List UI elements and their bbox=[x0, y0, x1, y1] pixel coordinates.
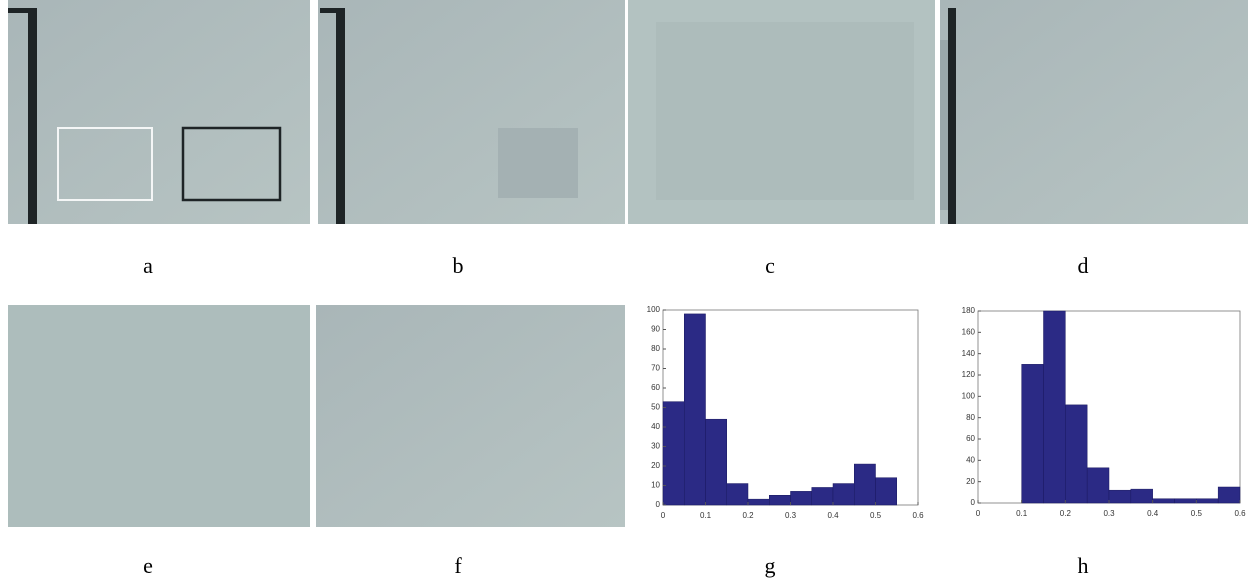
histogram-bar bbox=[1152, 498, 1175, 504]
y-tick-label: 60 bbox=[966, 434, 975, 443]
y-tick-label: 160 bbox=[962, 327, 976, 336]
x-tick-label: 0.6 bbox=[912, 511, 924, 520]
y-tick-label: 90 bbox=[651, 325, 660, 334]
histogram-bar bbox=[684, 313, 706, 506]
panel-label: a bbox=[143, 253, 153, 278]
x-tick-label: 0.2 bbox=[1060, 509, 1072, 518]
x-tick-label: 0.1 bbox=[1016, 509, 1028, 518]
y-tick-label: 60 bbox=[651, 383, 660, 392]
histogram-bar bbox=[1065, 404, 1088, 504]
panel-f-image bbox=[316, 305, 625, 527]
y-tick-label: 20 bbox=[966, 477, 975, 486]
panel-label: d bbox=[1078, 253, 1089, 278]
y-tick-label: 40 bbox=[966, 455, 975, 464]
x-tick-label: 0.4 bbox=[827, 511, 839, 520]
panel-label: b bbox=[453, 253, 464, 278]
y-tick-label: 80 bbox=[651, 344, 660, 353]
x-tick-label: 0.1 bbox=[700, 511, 712, 520]
histogram-bar bbox=[726, 483, 749, 506]
histogram-bar bbox=[1108, 489, 1132, 504]
x-tick-label: 0.5 bbox=[1191, 509, 1203, 518]
y-tick-label: 0 bbox=[656, 500, 661, 509]
y-tick-label: 120 bbox=[962, 370, 976, 379]
histogram-bar bbox=[705, 418, 727, 506]
histogram-bar bbox=[747, 498, 770, 506]
histogram-bar bbox=[811, 487, 834, 506]
panel-b-image bbox=[318, 0, 625, 224]
histogram-bar bbox=[832, 483, 855, 506]
histogram-bar bbox=[1021, 364, 1044, 504]
histogram-bar bbox=[1217, 486, 1241, 504]
x-tick-label: 0.6 bbox=[1234, 509, 1246, 518]
y-tick-label: 30 bbox=[651, 442, 660, 451]
histogram-bar bbox=[1043, 310, 1066, 504]
panel-c-image bbox=[628, 0, 935, 224]
y-tick-label: 20 bbox=[651, 461, 660, 470]
y-tick-label: 100 bbox=[962, 391, 976, 400]
x-tick-label: 0.3 bbox=[1103, 509, 1115, 518]
y-tick-label: 0 bbox=[971, 498, 976, 507]
panel-label: c bbox=[765, 253, 775, 278]
panel-e-image bbox=[8, 305, 310, 527]
histogram-bar bbox=[790, 491, 812, 506]
panel-label: g bbox=[765, 553, 776, 578]
x-tick-label: 0.4 bbox=[1147, 509, 1159, 518]
histogram-bar bbox=[875, 477, 897, 506]
histogram-bar bbox=[662, 401, 685, 506]
panel-d-image bbox=[940, 0, 1248, 224]
y-tick-label: 80 bbox=[966, 413, 975, 422]
y-tick-label: 70 bbox=[651, 364, 660, 373]
histogram-bar bbox=[1130, 488, 1153, 504]
y-tick-label: 40 bbox=[651, 422, 660, 431]
panel-label: h bbox=[1078, 553, 1089, 578]
x-tick-label: 0.2 bbox=[742, 511, 754, 520]
histogram-bar bbox=[854, 463, 876, 506]
x-tick-label: 0 bbox=[976, 509, 981, 518]
x-tick-label: 0.5 bbox=[870, 511, 882, 520]
histogram-bar bbox=[1174, 498, 1197, 504]
x-tick-label: 0.3 bbox=[785, 511, 797, 520]
panel-label: f bbox=[454, 553, 462, 578]
x-tick-label: 0 bbox=[661, 511, 666, 520]
histogram-bar bbox=[1196, 498, 1219, 504]
y-tick-label: 140 bbox=[962, 349, 976, 358]
histogram-bar bbox=[769, 495, 791, 506]
histogram-bar bbox=[1086, 467, 1110, 504]
y-tick-label: 10 bbox=[651, 481, 660, 490]
panel-a-image bbox=[8, 0, 310, 224]
panel-label: e bbox=[143, 553, 153, 578]
y-tick-label: 50 bbox=[651, 403, 660, 412]
y-tick-label: 100 bbox=[647, 305, 661, 314]
y-tick-label: 180 bbox=[962, 306, 976, 315]
